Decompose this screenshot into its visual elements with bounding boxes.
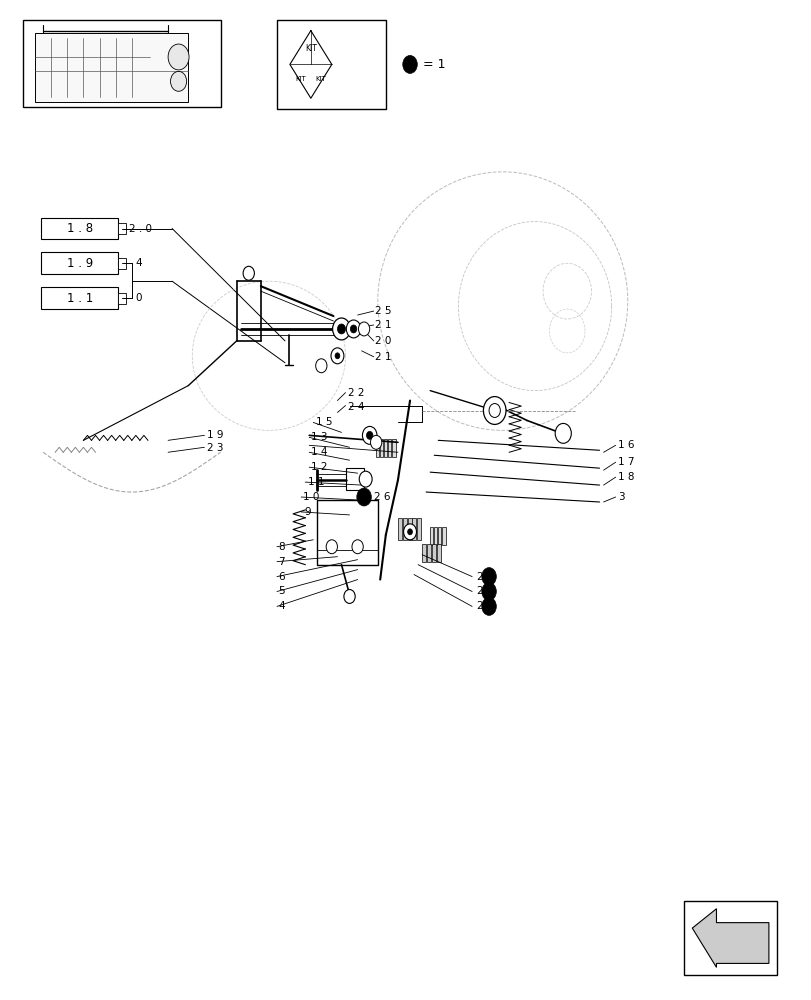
FancyBboxPatch shape <box>41 287 118 309</box>
Text: 2 3: 2 3 <box>207 443 223 453</box>
Text: 4: 4 <box>135 258 142 268</box>
Text: 3: 3 <box>617 492 624 502</box>
Text: 4: 4 <box>278 601 285 611</box>
FancyBboxPatch shape <box>442 527 445 545</box>
Text: 2 . 0: 2 . 0 <box>129 224 152 234</box>
Circle shape <box>333 318 350 340</box>
FancyBboxPatch shape <box>434 527 437 545</box>
FancyBboxPatch shape <box>388 439 391 457</box>
Circle shape <box>326 540 337 554</box>
Text: KIT: KIT <box>304 44 316 53</box>
Text: 8: 8 <box>278 542 285 552</box>
Circle shape <box>358 322 369 336</box>
Text: 9: 9 <box>304 507 311 517</box>
Text: 2 1: 2 1 <box>375 320 392 330</box>
FancyBboxPatch shape <box>436 544 440 562</box>
Text: 1 4: 1 4 <box>311 447 327 457</box>
FancyBboxPatch shape <box>422 544 426 562</box>
Circle shape <box>488 404 500 417</box>
FancyBboxPatch shape <box>41 252 118 274</box>
Text: 6: 6 <box>278 572 285 582</box>
FancyBboxPatch shape <box>41 218 118 239</box>
Text: 2 4: 2 4 <box>347 402 364 412</box>
FancyBboxPatch shape <box>427 544 431 562</box>
Circle shape <box>370 435 381 449</box>
FancyBboxPatch shape <box>380 439 383 457</box>
Text: 1 6: 1 6 <box>617 440 634 450</box>
Text: 1 7: 1 7 <box>617 457 634 467</box>
Text: 2 0: 2 0 <box>375 336 391 346</box>
Circle shape <box>366 431 372 439</box>
FancyBboxPatch shape <box>277 20 385 109</box>
Text: 2: 2 <box>475 601 483 611</box>
Circle shape <box>402 55 417 73</box>
FancyBboxPatch shape <box>35 33 188 102</box>
FancyBboxPatch shape <box>375 439 379 457</box>
FancyBboxPatch shape <box>397 518 401 540</box>
Circle shape <box>483 397 505 424</box>
Circle shape <box>168 44 189 70</box>
FancyBboxPatch shape <box>23 20 221 107</box>
FancyBboxPatch shape <box>118 223 126 234</box>
Text: 1 8: 1 8 <box>617 472 634 482</box>
Circle shape <box>407 529 412 535</box>
FancyBboxPatch shape <box>392 439 395 457</box>
Circle shape <box>331 348 344 364</box>
Circle shape <box>481 583 496 600</box>
FancyBboxPatch shape <box>118 258 126 269</box>
Text: 1 5: 1 5 <box>315 417 332 427</box>
Text: 1 . 1: 1 . 1 <box>67 292 92 305</box>
Circle shape <box>170 71 187 91</box>
FancyBboxPatch shape <box>430 527 433 545</box>
Text: KIT: KIT <box>295 76 307 82</box>
Text: 1 2: 1 2 <box>311 462 327 472</box>
Text: 2 5: 2 5 <box>375 306 392 316</box>
Text: 7: 7 <box>278 557 285 567</box>
Text: 1 0: 1 0 <box>303 492 319 502</box>
Text: 1 1: 1 1 <box>307 477 324 487</box>
Text: 1 9: 1 9 <box>207 430 223 440</box>
Circle shape <box>346 320 360 338</box>
FancyBboxPatch shape <box>438 527 441 545</box>
FancyBboxPatch shape <box>402 518 406 540</box>
FancyBboxPatch shape <box>317 500 377 565</box>
Circle shape <box>555 423 571 443</box>
Text: 2 2: 2 2 <box>347 388 364 398</box>
Text: 2: 2 <box>475 586 483 596</box>
Text: KIT: KIT <box>315 76 325 82</box>
Circle shape <box>344 589 354 603</box>
FancyBboxPatch shape <box>346 468 363 490</box>
Text: 2 6: 2 6 <box>373 492 390 502</box>
Circle shape <box>315 359 327 373</box>
Text: 1 3: 1 3 <box>311 432 327 442</box>
FancyBboxPatch shape <box>412 518 416 540</box>
Text: 2: 2 <box>475 572 483 582</box>
Circle shape <box>362 426 376 444</box>
FancyBboxPatch shape <box>417 518 421 540</box>
Text: 0: 0 <box>135 293 142 303</box>
Circle shape <box>358 471 371 487</box>
Circle shape <box>242 266 254 280</box>
Text: 1 . 8: 1 . 8 <box>67 222 92 235</box>
FancyBboxPatch shape <box>431 544 436 562</box>
Circle shape <box>335 353 340 359</box>
FancyBboxPatch shape <box>384 439 387 457</box>
FancyBboxPatch shape <box>407 518 411 540</box>
Circle shape <box>351 540 363 554</box>
Text: 1 . 9: 1 . 9 <box>67 257 92 270</box>
Text: 5: 5 <box>278 586 285 596</box>
FancyBboxPatch shape <box>118 293 126 304</box>
FancyBboxPatch shape <box>684 901 776 975</box>
Polygon shape <box>692 909 768 967</box>
Circle shape <box>481 568 496 586</box>
Circle shape <box>337 324 345 334</box>
Circle shape <box>356 488 371 506</box>
Text: 2 1: 2 1 <box>375 352 392 362</box>
Text: = 1: = 1 <box>423 58 445 71</box>
Circle shape <box>481 597 496 615</box>
Circle shape <box>403 524 416 540</box>
Circle shape <box>350 325 356 333</box>
